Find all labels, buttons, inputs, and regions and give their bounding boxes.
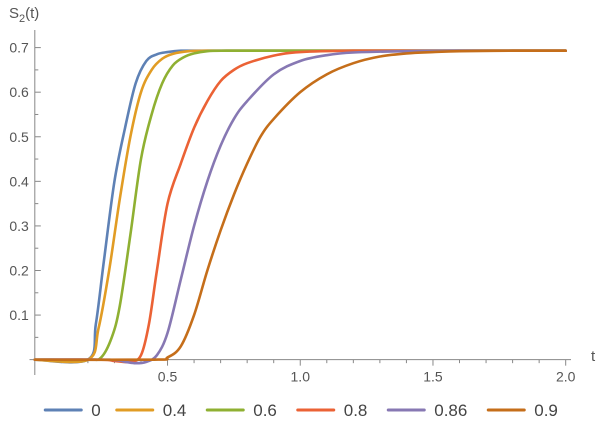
x-axis-title: t bbox=[591, 348, 596, 365]
series-line-0 bbox=[33, 49, 567, 364]
x-tick-label: 2.0 bbox=[556, 369, 576, 385]
legend-item: 0 bbox=[43, 401, 101, 420]
y-axis-title-argument: (t) bbox=[25, 5, 39, 22]
legend-label: 0.9 bbox=[534, 401, 558, 420]
legend-label: 0.86 bbox=[434, 401, 467, 420]
y-tick-label: 0.3 bbox=[9, 218, 29, 234]
axis-ticks: 0.5 1.0 1.5 2.0 0.1 0.2 0.3 0.4 0.5 0.6 0.7 bbox=[9, 40, 575, 385]
y-tick-label: 0.7 bbox=[9, 40, 29, 56]
legend-item: 0.8 bbox=[296, 401, 368, 420]
plot-series bbox=[33, 49, 567, 365]
series-line-0-8 bbox=[33, 49, 567, 364]
x-tick-label: 1.0 bbox=[291, 369, 311, 385]
legend-item: 0.6 bbox=[205, 401, 277, 420]
series-line-0-86 bbox=[33, 49, 567, 365]
legend-item: 0.86 bbox=[386, 401, 467, 420]
legend-item: 0.4 bbox=[115, 401, 187, 420]
series-line-0-9 bbox=[33, 49, 567, 362]
y-tick-label: 0.2 bbox=[9, 262, 29, 278]
legend-label: 0.8 bbox=[344, 401, 368, 420]
legend-item: 0.9 bbox=[486, 401, 558, 420]
x-tick-label: 0.5 bbox=[158, 369, 178, 385]
y-tick-label: 0.4 bbox=[9, 173, 29, 189]
y-axis-title-subscript: 2 bbox=[19, 13, 25, 25]
series-line-0-6 bbox=[33, 49, 567, 362]
legend: 0 0.4 0.6 0.8 0.86 0.9 bbox=[43, 401, 558, 420]
y-tick-label: 0.1 bbox=[9, 307, 29, 323]
legend-label: 0 bbox=[91, 401, 100, 420]
series-line-0-4 bbox=[33, 49, 567, 364]
x-tick-label: 1.5 bbox=[423, 369, 443, 385]
legend-label: 0.4 bbox=[163, 401, 187, 420]
legend-label: 0.6 bbox=[253, 401, 277, 420]
y-axis-title: S2(t) bbox=[9, 5, 39, 25]
y-axis-title-main: S bbox=[9, 5, 19, 22]
y-tick-label: 0.6 bbox=[9, 84, 29, 100]
y-tick-label: 0.5 bbox=[9, 129, 29, 145]
